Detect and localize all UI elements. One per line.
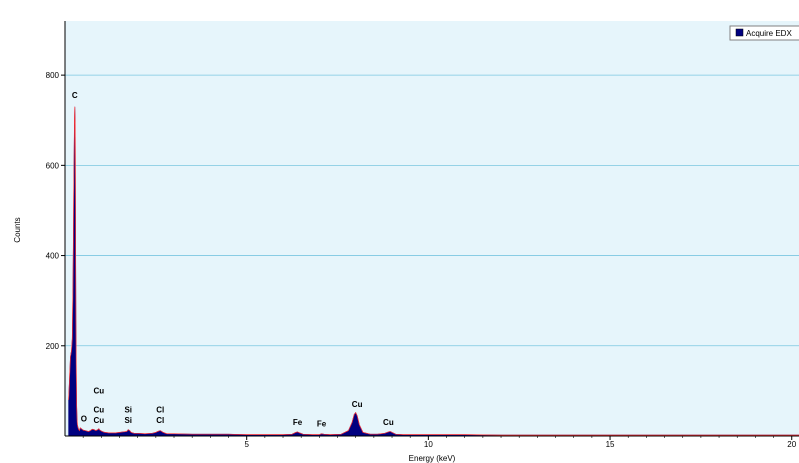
- peak-labels: C Cu O Cu Cu Si Si Cl Cl Fe Fe Cu Cu: [72, 91, 394, 428]
- peak-label: Cu: [352, 400, 363, 409]
- y-tick-label: 600: [46, 161, 60, 170]
- peak-label: Cu: [93, 405, 104, 414]
- legend-swatch: [735, 28, 744, 37]
- peak-label: Cl: [156, 405, 164, 414]
- x-tick-label: 20: [787, 440, 796, 449]
- legend-label: Acquire EDX: [746, 29, 792, 38]
- axes: [64, 21, 799, 437]
- peak-label: Cu: [93, 386, 104, 395]
- plot-area: [65, 21, 799, 436]
- x-tick-label: 15: [606, 440, 615, 449]
- peak-label: Cu: [93, 416, 104, 425]
- series-layer: [68, 106, 799, 437]
- peak-label: C: [72, 91, 78, 100]
- peak-label: Si: [124, 416, 132, 425]
- y-tick-label: 200: [46, 342, 60, 351]
- peak-label: Si: [124, 405, 132, 414]
- tick-labels: 200 400 600 800 5 10 15 20: [46, 71, 797, 449]
- y-axis-title: Counts: [13, 217, 22, 242]
- legend-box: [729, 25, 799, 41]
- y-tick-label: 400: [46, 252, 60, 261]
- peak-label: Fe: [293, 418, 303, 427]
- peak-label: O: [81, 414, 87, 423]
- peak-label: Fe: [317, 419, 327, 428]
- x-axis-title: Energy (keV): [409, 454, 456, 463]
- peak-label: Cl: [156, 416, 164, 425]
- x-tick-label: 10: [424, 440, 433, 449]
- x-tick-label: 5: [244, 440, 249, 449]
- grid-lines: [65, 74, 799, 347]
- legend: Acquire EDX: [729, 25, 799, 41]
- spectrum-outline: [68, 106, 799, 436]
- peak-label: Cu: [383, 418, 394, 427]
- y-tick-label: 800: [46, 71, 60, 80]
